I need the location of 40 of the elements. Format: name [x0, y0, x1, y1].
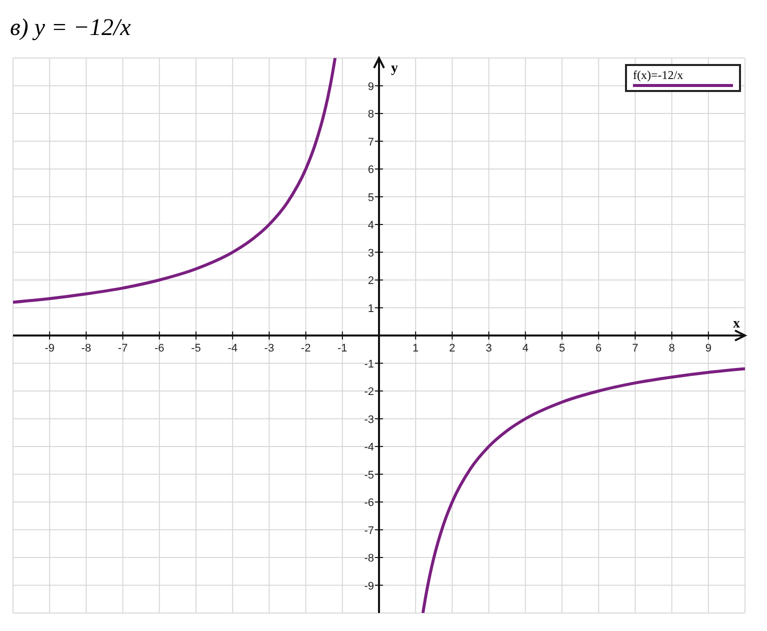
x-tick-label: 1 — [412, 342, 419, 354]
x-tick-label: 5 — [558, 342, 566, 354]
y-tick-label: -2 — [364, 386, 374, 398]
x-tick-label: -7 — [118, 342, 128, 354]
x-tick-label: 7 — [632, 342, 638, 354]
x-tick-label: 8 — [668, 342, 675, 354]
x-tick-label: -6 — [154, 342, 164, 354]
y-tick-label: -4 — [364, 442, 374, 454]
y-tick-label: -9 — [364, 580, 374, 592]
y-tick-label: 9 — [368, 80, 374, 93]
y-tick-label: 4 — [368, 220, 374, 232]
x-tick-label: 4 — [522, 342, 528, 354]
x-tick-label: 2 — [449, 342, 456, 354]
y-tick-label: -8 — [364, 552, 374, 564]
y-tick-label: -6 — [364, 497, 374, 509]
x-tick-label: -8 — [81, 342, 92, 354]
y-tick-label: -7 — [364, 524, 374, 537]
y-tick-label: 7 — [368, 136, 374, 148]
y-tick-label: 1 — [368, 302, 374, 315]
y-tick-label: -3 — [364, 414, 374, 426]
x-tick-label: 6 — [596, 342, 602, 354]
y-tick-label: 8 — [368, 108, 374, 120]
x-tick-label: 3 — [486, 342, 492, 354]
y-tick-label: 2 — [368, 275, 374, 287]
x-tick-label: -1 — [338, 342, 348, 354]
x-tick-label: -5 — [191, 342, 201, 354]
x-tick-label: -9 — [44, 342, 54, 354]
x-tick-label: -4 — [228, 342, 238, 354]
y-tick-label: -1 — [364, 358, 374, 370]
y-tick-label: 3 — [368, 247, 374, 260]
legend-box: f(x)=-12/x — [625, 64, 741, 92]
y-tick-label: -5 — [364, 469, 374, 482]
y-tick-label: 5 — [368, 192, 374, 204]
chart-title: в) y = −12/x — [9, 14, 132, 43]
x-axis-title: x — [733, 316, 740, 332]
x-tick-label: -2 — [300, 342, 311, 354]
x-tick-label: 9 — [705, 342, 712, 354]
y-tick-label: 6 — [368, 164, 374, 176]
y-axis-title: y — [391, 61, 398, 76]
x-tick-label: -3 — [264, 342, 274, 354]
